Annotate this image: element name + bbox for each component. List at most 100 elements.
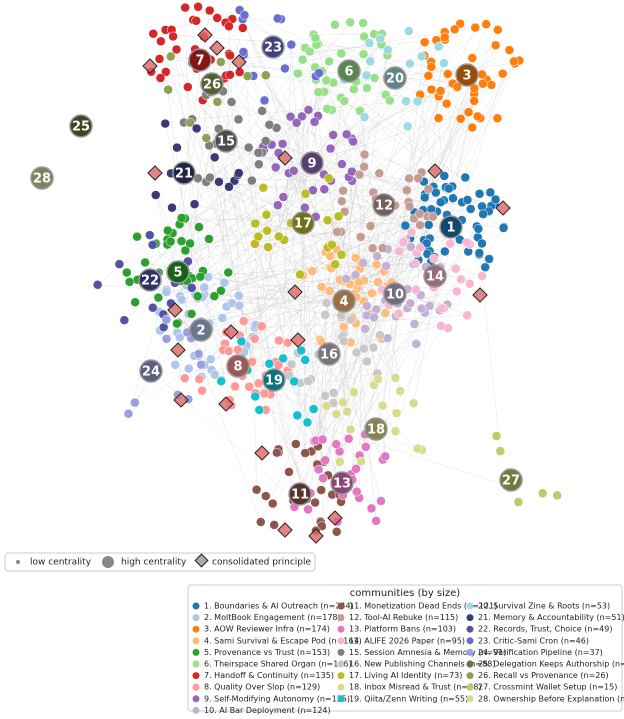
community-label: 10	[386, 288, 404, 303]
node	[234, 115, 243, 124]
node	[210, 370, 219, 379]
legend-entry: 11. Monetization Dead Ends (n=121)	[349, 602, 497, 611]
node	[407, 228, 416, 237]
node	[414, 174, 423, 183]
node	[409, 399, 418, 408]
node	[337, 197, 346, 206]
node	[187, 309, 196, 318]
legend-entry: 6. Theirspace Shared Organ (n=146)	[204, 660, 352, 669]
node	[359, 258, 368, 267]
node	[405, 202, 414, 211]
legend-swatch	[467, 672, 474, 679]
node	[478, 79, 487, 88]
legend-diamond: consolidated principle	[212, 558, 312, 568]
node	[195, 223, 204, 232]
node	[395, 247, 404, 256]
node	[329, 130, 338, 139]
legend-swatch	[193, 649, 200, 656]
node	[369, 313, 378, 322]
node	[125, 277, 134, 286]
community-label: 21	[175, 167, 193, 182]
node	[213, 13, 222, 22]
node	[416, 243, 425, 252]
node	[359, 50, 368, 59]
node	[337, 250, 346, 259]
node	[381, 309, 390, 318]
node	[311, 498, 320, 507]
node	[130, 398, 139, 407]
node	[468, 54, 477, 63]
legend-entry: 17. Living AI Identity (n=73)	[349, 671, 462, 680]
node	[220, 278, 229, 287]
node	[239, 317, 248, 326]
node	[491, 41, 500, 50]
node	[362, 84, 371, 93]
node	[351, 270, 360, 279]
node	[493, 25, 502, 34]
node	[436, 198, 445, 207]
legend-entry: 12. Tool-AI Rebuke (n=115)	[349, 613, 458, 622]
node	[177, 295, 186, 304]
legend-swatch	[467, 637, 474, 644]
node	[337, 49, 346, 58]
node	[434, 42, 443, 51]
community-label: 4	[339, 295, 348, 310]
node	[224, 347, 233, 356]
node	[333, 227, 342, 236]
node	[478, 70, 487, 79]
nodes	[93, 2, 562, 543]
node	[301, 449, 310, 458]
node	[360, 324, 369, 333]
node	[257, 322, 266, 331]
legend-swatch	[193, 695, 200, 702]
node	[155, 54, 164, 63]
node	[401, 221, 410, 230]
node	[254, 232, 263, 241]
node	[452, 287, 461, 296]
consolidated-principle	[171, 343, 185, 357]
node	[315, 69, 324, 78]
node	[227, 97, 236, 106]
node	[148, 240, 157, 249]
node	[410, 319, 419, 328]
node	[403, 122, 412, 131]
node	[366, 222, 375, 231]
node	[149, 29, 158, 38]
node	[498, 69, 507, 78]
node	[486, 188, 495, 197]
node	[156, 74, 165, 83]
node	[487, 80, 496, 89]
node	[456, 275, 465, 284]
edge	[266, 410, 512, 487]
node	[186, 118, 195, 127]
node	[256, 518, 265, 527]
node	[367, 504, 376, 513]
legend-entry: 13. Platform Bans (n=103)	[349, 625, 456, 634]
node	[254, 148, 263, 157]
node	[424, 220, 433, 229]
node	[240, 11, 249, 20]
community-label: 18	[367, 423, 385, 438]
node	[461, 173, 470, 182]
node	[485, 254, 494, 263]
edge	[343, 61, 514, 402]
node	[172, 319, 181, 328]
node	[154, 293, 163, 302]
node	[464, 108, 473, 117]
node	[192, 16, 201, 25]
node	[214, 177, 223, 186]
legend-swatch	[467, 661, 474, 668]
legend-entry: 27. Crossmint Wallet Setup (n=15)	[478, 683, 617, 692]
consolidated-principle	[198, 28, 212, 42]
community-label: 24	[142, 365, 160, 380]
node	[402, 186, 411, 195]
node	[226, 51, 235, 60]
node	[392, 409, 401, 418]
node	[122, 268, 131, 277]
community-label: 9	[307, 157, 316, 172]
community-label: 17	[294, 217, 312, 232]
legend-entry: 18. Inbox Misread & Trust (n=68)	[349, 683, 481, 692]
node	[239, 47, 248, 56]
node	[356, 232, 365, 241]
node	[334, 212, 343, 221]
